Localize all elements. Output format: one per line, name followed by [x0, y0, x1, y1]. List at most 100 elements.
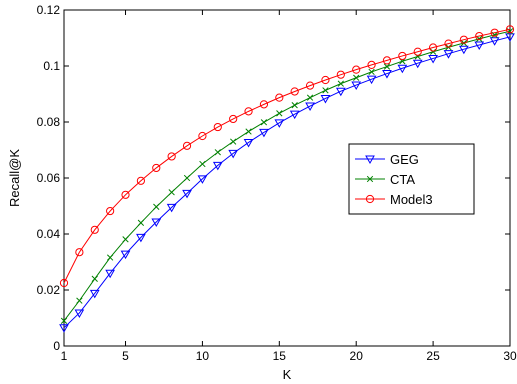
data-point-geg	[212, 161, 223, 171]
data-point-geg	[351, 81, 362, 91]
data-point-geg	[228, 149, 239, 159]
y-tick-label: 0.06	[37, 171, 61, 185]
data-point-model3	[106, 206, 115, 216]
data-point-cta	[60, 317, 68, 324]
data-point-geg	[335, 87, 346, 97]
data-point-cta	[291, 102, 298, 109]
data-point-model3	[59, 278, 69, 288]
data-point-cta	[276, 110, 283, 117]
y-tick-label: 0.02	[37, 283, 61, 297]
data-point-geg	[428, 54, 438, 64]
legend-marker-geg	[365, 155, 375, 165]
data-point-geg	[105, 269, 115, 279]
data-point-model3	[213, 122, 222, 132]
x-tick-label: 5	[122, 349, 129, 363]
data-point-model3	[367, 60, 376, 69]
data-point-geg	[182, 189, 192, 199]
data-point-geg	[412, 59, 423, 69]
data-point-cta	[260, 119, 268, 126]
data-point-model3	[90, 225, 99, 234]
y-tick-label: 0.12	[37, 3, 61, 17]
data-point-geg	[489, 37, 500, 46]
data-point-geg	[289, 110, 300, 120]
data-point-cta	[122, 236, 129, 243]
y-tick-label: 0.08	[37, 115, 61, 129]
data-point-cta	[337, 80, 344, 87]
data-point-model3	[382, 56, 392, 65]
x-tick-label: 15	[273, 349, 287, 363]
data-point-geg	[274, 119, 285, 128]
data-point-model3	[75, 248, 84, 257]
data-point-cta	[214, 149, 221, 156]
x-tick-label: 10	[196, 349, 210, 363]
legend-item-model3: Model3	[355, 192, 433, 207]
data-point-cta	[245, 128, 252, 135]
data-point-cta	[137, 219, 145, 226]
data-point-geg	[505, 33, 515, 42]
legend-label-model3: Model3	[390, 192, 433, 207]
y-tick-label: 0	[53, 339, 60, 353]
data-point-model3	[290, 87, 299, 96]
data-point-geg	[197, 175, 208, 184]
data-point-model3	[505, 25, 515, 34]
data-point-cta	[183, 174, 191, 182]
legend-marker-cta	[366, 175, 374, 183]
data-point-geg	[459, 45, 469, 55]
data-point-model3	[259, 100, 269, 109]
legend-marker-model3	[365, 194, 375, 204]
legend-label-geg: GEG	[390, 152, 419, 167]
data-point-model3	[198, 131, 207, 141]
data-point-geg	[89, 289, 100, 299]
data-point-model3	[321, 75, 330, 85]
x-tick-label: 1	[61, 349, 68, 363]
legend-item-cta: CTA	[355, 172, 415, 187]
data-point-cta	[429, 48, 437, 55]
data-point-cta	[353, 74, 360, 81]
data-point-model3	[229, 114, 238, 124]
data-point-model3	[136, 176, 145, 185]
data-point-cta	[306, 94, 314, 101]
data-point-model3	[352, 65, 361, 74]
data-point-model3	[336, 70, 345, 79]
data-point-model3	[475, 31, 484, 41]
legend-item-geg: GEG	[355, 152, 419, 167]
data-point-cta	[322, 87, 329, 94]
x-tick-label: 20	[350, 349, 364, 363]
data-point-cta	[383, 63, 391, 70]
data-point-model3	[244, 107, 253, 116]
series-model3	[59, 25, 515, 288]
data-point-model3	[459, 35, 468, 44]
legend-label-cta: CTA	[390, 172, 415, 187]
data-point-model3	[275, 93, 284, 102]
data-point-model3	[167, 152, 176, 161]
data-point-model3	[182, 141, 192, 150]
data-point-model3	[490, 28, 499, 37]
data-point-geg	[320, 94, 331, 104]
data-point-geg	[382, 70, 392, 79]
data-point-geg	[397, 64, 408, 74]
data-point-model3	[121, 190, 130, 199]
y-tick-label: 0.1	[43, 59, 60, 73]
data-point-model3	[152, 163, 161, 173]
data-point-cta	[168, 189, 175, 196]
x-tick-label: 30	[503, 349, 517, 363]
y-tick-label: 0.04	[37, 227, 61, 241]
data-point-cta	[368, 68, 375, 76]
data-point-geg	[59, 324, 69, 333]
series-layer	[59, 25, 515, 333]
series-geg	[59, 33, 515, 333]
y-axis-title: Recall@K	[7, 149, 22, 207]
data-point-geg	[305, 102, 315, 112]
data-point-geg	[151, 218, 162, 227]
data-point-geg	[474, 41, 485, 51]
data-point-geg	[243, 138, 254, 148]
data-point-model3	[429, 43, 438, 52]
data-point-geg	[259, 128, 269, 138]
legend: GEG CTA Model3	[348, 143, 475, 215]
data-point-cta	[91, 275, 98, 282]
data-point-cta	[230, 138, 237, 145]
data-point-geg	[443, 50, 454, 59]
data-point-geg	[166, 203, 177, 213]
